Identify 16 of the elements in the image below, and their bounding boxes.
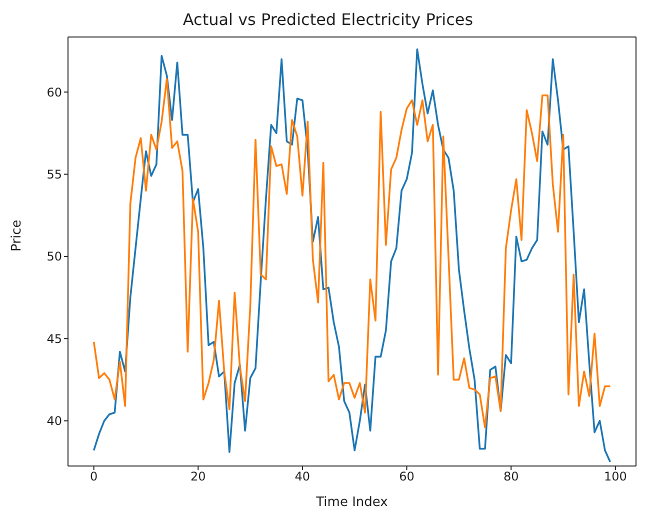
y-tick-label: 45 bbox=[46, 332, 62, 346]
x-tick-label: 0 bbox=[90, 470, 98, 484]
x-tick-label: 80 bbox=[503, 470, 519, 484]
x-tick-label: 20 bbox=[190, 470, 206, 484]
x-axis-title: Time Index bbox=[315, 495, 388, 510]
x-tick-label: 60 bbox=[399, 470, 414, 484]
y-axis-title: Price bbox=[10, 220, 25, 252]
x-tick-label: 100 bbox=[604, 470, 627, 484]
line-series bbox=[92, 48, 612, 463]
y-tick-label: 60 bbox=[46, 85, 62, 100]
y-tick-label: 55 bbox=[46, 168, 62, 182]
y-tick-label: 50 bbox=[46, 250, 62, 264]
x-tick-label: 40 bbox=[294, 470, 310, 484]
line-series bbox=[92, 78, 612, 428]
y-tick-label: 40 bbox=[46, 414, 62, 428]
chart-title: Actual vs Predicted Electricity Prices bbox=[182, 9, 474, 31]
